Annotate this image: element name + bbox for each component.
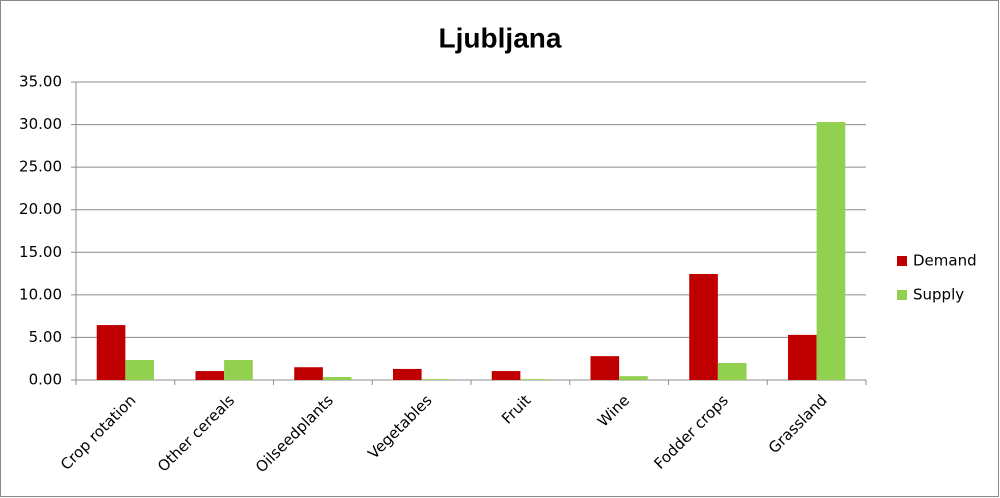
y-tick-label: 5.00 xyxy=(29,328,62,346)
bar xyxy=(491,371,521,380)
bar xyxy=(294,367,323,380)
bar xyxy=(717,362,747,380)
chart-title: Ljubljana xyxy=(439,22,562,53)
bar xyxy=(520,379,550,380)
bar xyxy=(421,379,451,380)
y-tick-label: 25.00 xyxy=(19,158,62,176)
bar xyxy=(392,368,422,380)
bar xyxy=(125,359,155,380)
legend-label: Demand xyxy=(913,252,977,270)
bar xyxy=(322,377,352,380)
bar xyxy=(590,356,620,380)
y-tick-label: 20.00 xyxy=(19,200,62,218)
bar xyxy=(689,273,718,380)
legend-swatch xyxy=(897,290,907,300)
legend-label: Supply xyxy=(913,286,964,304)
bar xyxy=(96,325,126,380)
bar xyxy=(619,376,648,380)
y-tick-label: 35.00 xyxy=(19,73,62,91)
bar xyxy=(816,122,846,380)
y-tick-label: 10.00 xyxy=(19,285,62,303)
y-tick-label: 15.00 xyxy=(19,243,62,261)
bar xyxy=(224,359,253,380)
bar xyxy=(787,334,817,380)
y-tick-label: 0.00 xyxy=(29,371,62,389)
y-tick-label: 30.00 xyxy=(19,115,62,133)
bar xyxy=(195,371,225,380)
legend-swatch xyxy=(897,256,907,266)
